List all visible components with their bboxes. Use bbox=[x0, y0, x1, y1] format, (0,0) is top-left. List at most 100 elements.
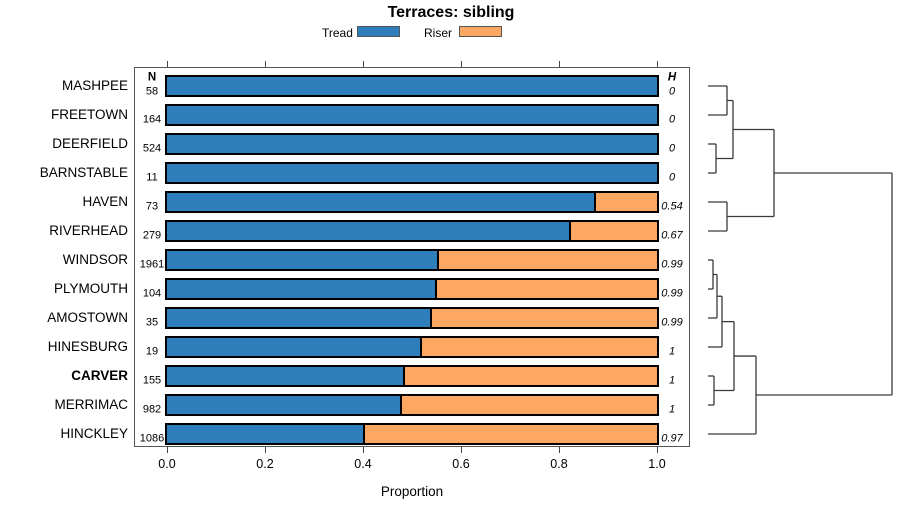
row-label: HINCKLEY bbox=[60, 426, 128, 441]
n-value: 104 bbox=[142, 287, 162, 300]
dendrogram-lines bbox=[708, 85, 893, 435]
h-value: 0 bbox=[668, 142, 676, 155]
n-value: 58 bbox=[145, 85, 159, 98]
h-value: 0 bbox=[668, 113, 676, 126]
bar-segment-tread bbox=[167, 222, 572, 240]
stacked-bar bbox=[165, 220, 659, 242]
row-label: HAVEN bbox=[82, 194, 128, 209]
stacked-bar bbox=[165, 423, 659, 445]
row-label: CARVER bbox=[71, 368, 128, 383]
stacked-bar bbox=[165, 75, 659, 97]
axis-tick-top bbox=[461, 61, 462, 67]
stacked-bar bbox=[165, 278, 659, 300]
bar-segment-riser bbox=[595, 193, 657, 211]
h-value: 0 bbox=[668, 171, 676, 184]
bar-segment-tread bbox=[167, 193, 596, 211]
axis-tick-top bbox=[265, 61, 266, 67]
stacked-bar bbox=[165, 307, 659, 329]
stacked-bar bbox=[165, 336, 659, 358]
bar-segment-riser bbox=[571, 222, 657, 240]
axis-tick-label: 0.4 bbox=[354, 457, 372, 471]
stacked-bar bbox=[165, 104, 659, 126]
bar-segment-tread bbox=[167, 251, 439, 269]
axis-tick-top bbox=[657, 61, 658, 67]
row-label: PLYMOUTH bbox=[53, 281, 128, 296]
bar-segment-tread bbox=[167, 77, 657, 95]
h-value: 0.99 bbox=[661, 316, 683, 329]
axis-tick bbox=[363, 447, 364, 453]
row-label: MASHPEE bbox=[61, 78, 128, 93]
h-value: 1 bbox=[668, 374, 676, 387]
n-column-header: N bbox=[147, 71, 157, 84]
h-value: 0.67 bbox=[661, 229, 683, 242]
h-value: 1 bbox=[668, 403, 676, 416]
row-label: BARNSTABLE bbox=[39, 165, 128, 180]
n-value: 982 bbox=[142, 403, 162, 416]
row-label: WINDSOR bbox=[62, 252, 128, 267]
bar-segment-tread bbox=[167, 164, 657, 182]
h-column-header: H bbox=[667, 71, 677, 84]
axis-tick-top bbox=[363, 61, 364, 67]
n-value: 155 bbox=[142, 374, 162, 387]
n-value: 11 bbox=[146, 171, 158, 184]
h-value: 1 bbox=[668, 345, 676, 358]
x-axis-label: Proportion bbox=[380, 484, 444, 499]
stacked-bar bbox=[165, 191, 659, 213]
stacked-bar bbox=[165, 394, 659, 416]
legend-label-riser: Riser bbox=[423, 26, 452, 40]
h-value: 0.99 bbox=[661, 258, 683, 271]
n-value: 1961 bbox=[139, 258, 165, 271]
bar-segment-riser bbox=[404, 367, 657, 385]
chart-title: Terraces: sibling bbox=[387, 4, 515, 21]
bar-segment-riser bbox=[438, 251, 657, 269]
row-label: RIVERHEAD bbox=[49, 223, 128, 238]
bar-segment-riser bbox=[436, 280, 657, 298]
axis-tick bbox=[461, 447, 462, 453]
axis-tick bbox=[167, 447, 168, 453]
row-label: AMOSTOWN bbox=[47, 310, 128, 325]
h-value: 0.99 bbox=[661, 287, 683, 300]
n-value: 73 bbox=[145, 200, 159, 213]
axis-tick-label: 0.8 bbox=[550, 457, 568, 471]
stacked-bar bbox=[165, 365, 659, 387]
row-label: HINESBURG bbox=[47, 339, 128, 354]
axis-tick bbox=[657, 447, 658, 453]
bar-segment-tread bbox=[167, 367, 405, 385]
stacked-bar bbox=[165, 162, 659, 184]
stacked-bar bbox=[165, 133, 659, 155]
n-value: 19 bbox=[145, 345, 159, 358]
n-value: 1086 bbox=[139, 432, 165, 445]
bar-segment-riser bbox=[365, 425, 657, 443]
n-value: 35 bbox=[145, 316, 159, 329]
axis-tick-label: 1.0 bbox=[648, 457, 666, 471]
n-value: 164 bbox=[142, 113, 162, 126]
axis-tick-top bbox=[559, 61, 560, 67]
bar-segment-tread bbox=[167, 396, 403, 414]
n-value: 279 bbox=[142, 229, 162, 242]
axis-tick-label: 0.6 bbox=[452, 457, 470, 471]
row-label: MERRIMAC bbox=[54, 397, 129, 412]
n-value: 524 bbox=[142, 142, 162, 155]
axis-tick bbox=[265, 447, 266, 453]
h-value: 0 bbox=[668, 85, 676, 98]
bar-segment-tread bbox=[167, 106, 657, 124]
legend-swatch-tread bbox=[357, 26, 400, 37]
bar-segment-tread bbox=[167, 338, 422, 356]
h-value: 0.54 bbox=[661, 200, 683, 213]
bar-segment-tread bbox=[167, 425, 366, 443]
bar-segment-riser bbox=[402, 396, 657, 414]
axis-tick-label: 0.2 bbox=[256, 457, 274, 471]
bar-segment-riser bbox=[421, 338, 657, 356]
bar-segment-tread bbox=[167, 280, 437, 298]
bar-segment-tread bbox=[167, 135, 657, 153]
legend-swatch-riser bbox=[459, 26, 502, 37]
bar-segment-tread bbox=[167, 309, 432, 327]
axis-tick bbox=[559, 447, 560, 453]
axis-tick-top bbox=[167, 61, 168, 67]
bar-segment-riser bbox=[431, 309, 657, 327]
axis-tick-label: 0.0 bbox=[158, 457, 176, 471]
row-label: DEERFIELD bbox=[52, 136, 128, 151]
h-value: 0.97 bbox=[661, 432, 683, 445]
